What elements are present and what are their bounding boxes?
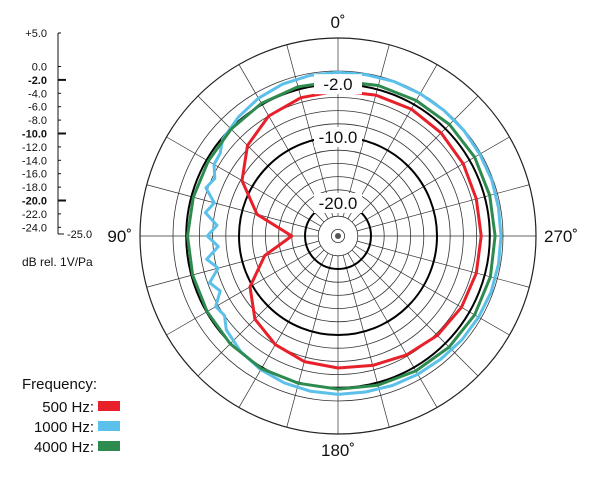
legend-swatch — [98, 421, 120, 431]
scale-tick-label: -14.0 — [22, 155, 47, 167]
radial-gridline — [197, 95, 325, 223]
legend-swatch — [98, 441, 120, 451]
legend-swatch — [98, 401, 120, 411]
scale-tick-label: -20.0 — [22, 196, 47, 208]
ring-label-backing — [314, 193, 362, 213]
scale-tick-label: -2.0 — [28, 75, 47, 87]
scale-tick-label: -16.0 — [22, 169, 47, 181]
scale-tick-label: -6.0 — [28, 102, 47, 114]
ring-labels: -2.0 -10.0 -20.0 — [314, 74, 362, 213]
legend-label: 1000 Hz: — [34, 419, 94, 436]
radial-gridline — [286, 44, 334, 217]
ring-gridline — [278, 176, 398, 296]
series-line — [240, 89, 483, 370]
scale-tick-label: 0.0 — [32, 62, 47, 74]
radial-gridline — [146, 184, 319, 232]
center-hub — [335, 233, 341, 239]
angle-label: 180˚ — [321, 441, 355, 460]
radial-gridline — [238, 64, 329, 220]
scale-tick-label: -8.0 — [28, 115, 47, 127]
ring-gridline — [330, 228, 345, 243]
scale-tick-label: +5.0 — [25, 28, 47, 40]
legend-items: 500 Hz: 1000 Hz: 4000 Hz: — [34, 399, 120, 456]
legend-label: 500 Hz: — [42, 399, 94, 416]
angle-labels: 0˚ 90˚ 180˚ 270˚ — [107, 13, 578, 460]
radial-gridline — [357, 184, 530, 232]
radial-gridline — [238, 252, 329, 408]
radial-gridline — [354, 245, 510, 336]
angle-label: 270˚ — [544, 227, 578, 246]
angle-label: 0˚ — [330, 13, 345, 32]
ring-gridline — [225, 123, 451, 349]
legend: Frequency: 500 Hz: 1000 Hz: 4000 Hz: — [22, 376, 120, 456]
legend-title: Frequency: — [22, 376, 97, 393]
ring-label: -2.0 — [323, 75, 352, 94]
ring-gridline — [251, 149, 425, 323]
radial-gridline — [351, 95, 479, 223]
db-scale-axis: +5.0 0.0-2.0-4.0 -6.0-8.0 -10.0-12.0-14.0 -1… — [22, 28, 93, 269]
ring-label-backing — [314, 74, 362, 95]
ring-gridline — [264, 162, 411, 309]
radial-gridline — [286, 255, 334, 428]
ring-label: -20.0 — [319, 194, 358, 213]
scale-tick-label: -10.0 — [22, 129, 47, 141]
ring-gridline — [317, 215, 359, 257]
series-layer — [186, 70, 503, 396]
scale-tick-label: -25.0 — [67, 229, 92, 241]
ring-gridline — [198, 96, 478, 376]
scale-tick-label: -4.0 — [28, 88, 47, 100]
radial-gridline — [357, 240, 530, 288]
legend-label: 4000 Hz: — [34, 439, 94, 456]
radial-gridline — [347, 252, 438, 408]
scale-tick-label: -22.0 — [22, 209, 47, 221]
radial-gridline — [342, 255, 390, 428]
radial-gridline — [351, 249, 479, 377]
scale-tick-label: -12.0 — [22, 142, 47, 154]
scale-tick-label: -18.0 — [22, 182, 47, 194]
db-scale-ticks: +5.0 0.0-2.0-4.0 -6.0-8.0 -10.0-12.0-14.0 -1… — [22, 28, 92, 241]
series-line — [203, 70, 503, 396]
radial-gridline — [342, 44, 390, 217]
radial-gridline — [347, 64, 438, 220]
db-scale-caption: dB rel. 1V/Pa — [22, 255, 93, 269]
angle-label: 90˚ — [107, 227, 132, 246]
radial-gridline — [354, 136, 510, 227]
outer-ring — [139, 37, 537, 435]
ring-gridline — [212, 110, 464, 362]
radial-gridline — [197, 249, 325, 377]
ring-label: -10.0 — [319, 128, 358, 147]
series-line — [186, 79, 497, 391]
ring-label-backing — [314, 127, 362, 147]
radial-gridline — [146, 240, 319, 288]
scale-tick-label: -24.0 — [22, 222, 47, 234]
angular-gridlines — [140, 38, 536, 434]
radial-gridline — [166, 245, 322, 336]
